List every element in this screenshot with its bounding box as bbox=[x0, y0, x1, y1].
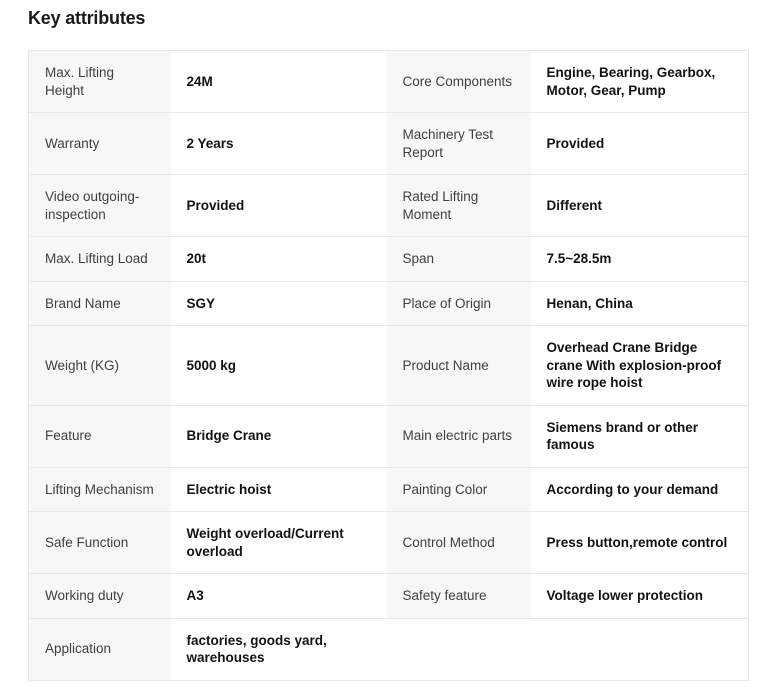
attribute-value-cell: Electric hoist bbox=[170, 466, 387, 512]
attribute-label-cell: Machinery Test Report bbox=[386, 112, 531, 175]
attribute-value-cell: Provided bbox=[170, 174, 387, 237]
attribute-label-cell: Max. Lifting Load bbox=[28, 236, 171, 282]
attribute-label-cell: Application bbox=[28, 617, 171, 681]
attribute-label-cell: Painting Color bbox=[386, 466, 531, 512]
attribute-label-cell: Working duty bbox=[28, 573, 171, 619]
attribute-row: Safe Function Weight overload/Current ov… bbox=[28, 511, 749, 574]
attribute-row: Working duty A3 Safety feature Voltage l… bbox=[28, 573, 749, 619]
attribute-label-cell: Safe Function bbox=[28, 511, 171, 574]
attribute-label-cell: Brand Name bbox=[28, 280, 171, 326]
attribute-value-cell: Siemens brand or other famous bbox=[530, 404, 749, 468]
attribute-label-cell: Video outgoing-inspection bbox=[28, 174, 171, 237]
attribute-label-cell: Safety feature bbox=[386, 573, 531, 619]
attribute-label-cell: Weight (KG) bbox=[28, 325, 171, 406]
attribute-row: Lifting Mechanism Electric hoist Paintin… bbox=[28, 466, 749, 512]
attribute-value-cell: Henan, China bbox=[530, 280, 749, 326]
attribute-row: Max. Lifting Load 20t Span 7.5~28.5m bbox=[28, 236, 749, 282]
attribute-label-cell: Warranty bbox=[28, 112, 171, 175]
attribute-label-cell: Max. Lifting Height bbox=[28, 50, 171, 113]
section-title: Key attributes bbox=[28, 8, 146, 28]
attribute-label-cell: Lifting Mechanism bbox=[28, 466, 171, 512]
attribute-value-cell: SGY bbox=[170, 280, 387, 326]
attribute-value-cell: 20t bbox=[170, 236, 387, 282]
attribute-row: Application factories, goods yard, wareh… bbox=[28, 617, 749, 681]
attribute-value-cell: 7.5~28.5m bbox=[530, 236, 749, 282]
attribute-value-cell: Press button,remote control bbox=[530, 511, 749, 574]
attribute-value-cell: A3 bbox=[170, 573, 387, 619]
attribute-row: Brand Name SGY Place of Origin Henan, Ch… bbox=[28, 280, 749, 326]
attribute-value-cell: 5000 kg bbox=[170, 325, 387, 406]
attribute-value-cell: Weight overload/Current overload bbox=[170, 511, 387, 574]
attribute-value-cell: Voltage lower protection bbox=[530, 573, 749, 619]
attribute-label-cell: Product Name bbox=[386, 325, 531, 406]
attribute-label-cell: Rated Lifting Moment bbox=[386, 174, 531, 237]
attribute-label-cell: Control Method bbox=[386, 511, 531, 574]
attribute-value-cell: Different bbox=[530, 174, 749, 237]
attribute-row: Weight (KG) 5000 kg Product Name Overhea… bbox=[28, 325, 749, 406]
attributes-table-body: Max. Lifting Height 24M Core Components … bbox=[28, 50, 749, 681]
attribute-value-cell: factories, goods yard, warehouses bbox=[170, 617, 387, 681]
attribute-row: Max. Lifting Height 24M Core Components … bbox=[28, 50, 749, 113]
attribute-row: Feature Bridge Crane Main electric parts… bbox=[28, 404, 749, 468]
attribute-label-cell: Place of Origin bbox=[386, 280, 531, 326]
attribute-value-cell: Provided bbox=[530, 112, 749, 175]
attribute-row: Video outgoing-inspection Provided Rated… bbox=[28, 174, 749, 237]
attribute-label-cell: Core Components bbox=[386, 50, 531, 113]
attribute-label-cell: Main electric parts bbox=[386, 404, 531, 468]
attribute-value-cell: Overhead Crane Bridge crane With explosi… bbox=[530, 325, 749, 406]
empty-cell bbox=[386, 617, 749, 681]
attribute-value-cell: Engine, Bearing, Gearbox, Motor, Gear, P… bbox=[530, 50, 749, 113]
attribute-value-cell: According to your demand bbox=[530, 466, 749, 512]
attribute-label-cell: Feature bbox=[28, 404, 171, 468]
attribute-row: Warranty 2 Years Machinery Test Report P… bbox=[28, 112, 749, 175]
attribute-value-cell: Bridge Crane bbox=[170, 404, 387, 468]
attributes-table: Max. Lifting Height 24M Core Components … bbox=[28, 50, 749, 681]
attribute-value-cell: 24M bbox=[170, 50, 387, 113]
attribute-label-cell: Span bbox=[386, 236, 531, 282]
attribute-value-cell: 2 Years bbox=[170, 112, 387, 175]
